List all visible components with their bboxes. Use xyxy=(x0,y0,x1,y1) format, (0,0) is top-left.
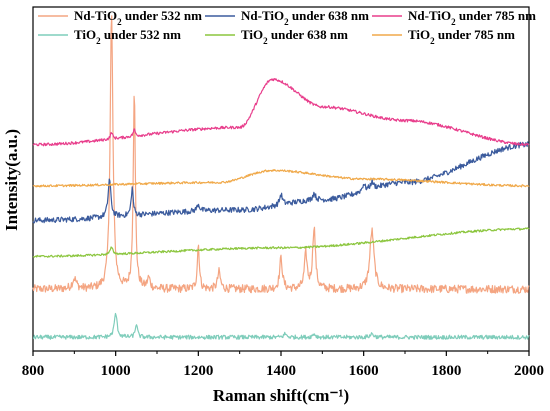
x-axis-ticks: 800 1000 1200 1400 1600 1800 2000 xyxy=(22,351,544,379)
x-tick-label: 1400 xyxy=(266,363,296,379)
legend-label: TiO2 under 785 nm xyxy=(408,27,515,46)
legend-label: Nd-TiO2 under 638 nm xyxy=(241,8,369,27)
series-line-2 xyxy=(32,141,530,224)
series-line-1 xyxy=(32,15,530,294)
legend-item: TiO2 under 532 nm xyxy=(38,27,181,46)
x-axis-label: Raman shift(cm⁻¹) xyxy=(213,386,349,405)
x-tick-label: 1600 xyxy=(349,363,379,379)
x-tick-label: 1200 xyxy=(183,363,213,379)
series-line-3 xyxy=(32,78,530,147)
y-axis-label: Intensity(a.u.) xyxy=(2,129,21,231)
legend-item: Nd-TiO2 under 638 nm xyxy=(205,8,369,27)
x-tick-label: 800 xyxy=(22,363,45,379)
legend-label: Nd-TiO2 under 532 nm xyxy=(74,8,202,27)
legend-item: TiO2 under 785 nm xyxy=(372,27,515,46)
legend: Nd-TiO2 under 532 nm Nd-TiO2 under 638 nm… xyxy=(38,8,536,46)
legend-label: TiO2 under 638 nm xyxy=(241,27,348,46)
legend-label: TiO2 under 532 nm xyxy=(74,27,181,46)
legend-label: Nd-TiO2 under 785 nm xyxy=(408,8,536,27)
x-tick-label: 2000 xyxy=(514,363,544,379)
series-line-6 xyxy=(32,169,530,188)
plot-frame xyxy=(32,6,530,352)
legend-item: Nd-TiO2 under 532 nm xyxy=(38,8,202,27)
x-tick-label: 1800 xyxy=(431,363,461,379)
x-tick-label: 1000 xyxy=(101,363,131,379)
legend-item: TiO2 under 638 nm xyxy=(205,27,348,46)
legend-item: Nd-TiO2 under 785 nm xyxy=(372,8,536,27)
series-line-5 xyxy=(32,227,530,258)
series-line-4 xyxy=(32,312,530,340)
series-lines xyxy=(32,15,530,340)
